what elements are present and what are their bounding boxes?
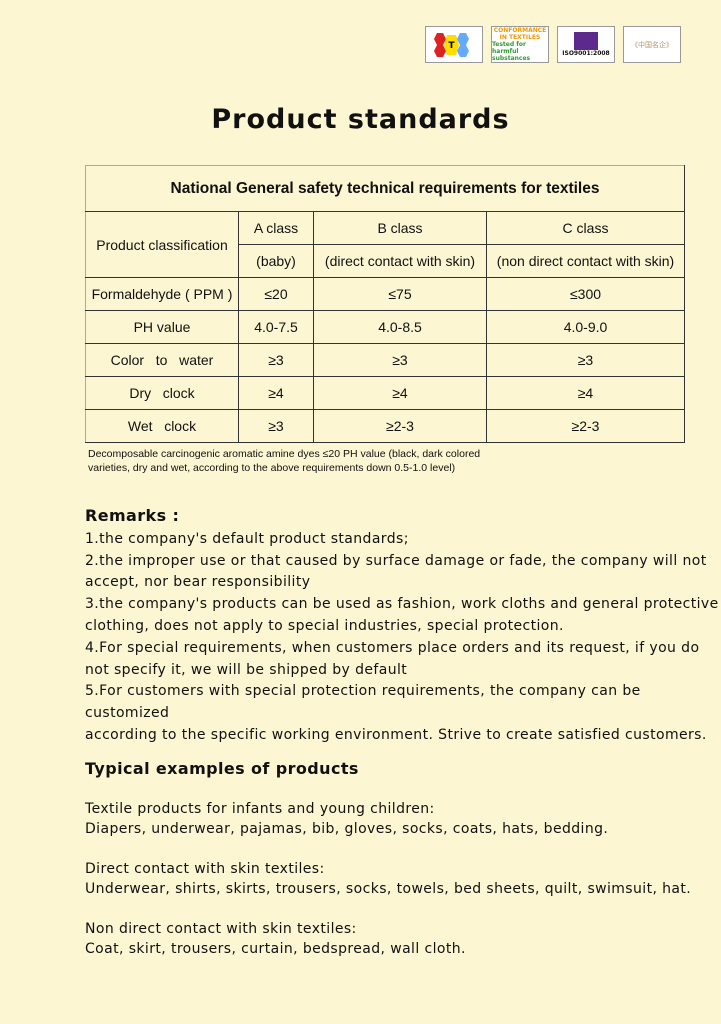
class-b: B class [313, 211, 487, 245]
group-items: Diapers, underwear, pajamas, bib, gloves… [85, 821, 609, 837]
remarks-heading: Remarks : [85, 506, 180, 525]
class-a: A class [238, 211, 314, 245]
typical-heading: Typical examples of products [85, 759, 359, 778]
remark-line: accept, nor bear responsibility [85, 574, 311, 591]
table-row: Color to water ≥3 ≥3 ≥3 [85, 343, 685, 377]
cell: ≥3 [313, 343, 487, 377]
class-b-desc: (direct contact with skin) [313, 244, 487, 278]
group-title: Direct contact with skin textiles: [85, 861, 325, 877]
example-group: Non direct contact with skin textiles: Co… [85, 919, 691, 959]
iso-logo: ISO9001:2008 [557, 26, 615, 63]
conformance-textiles-logo: CONFORMANCE IN TEXTILES Tested for harmful… [491, 26, 549, 63]
group-title: Non direct contact with skin textiles: [85, 921, 357, 937]
group-items: Coat, skirt, trousers, curtain, bedsprea… [85, 941, 466, 957]
table-caption: National General safety technical requir… [85, 165, 685, 212]
cell: ≥2-3 [313, 409, 487, 443]
table-row: Formaldehyde ( PPM ) ≤20 ≤75 ≤300 [85, 277, 685, 311]
row-label: PH value [85, 310, 239, 344]
class-a-desc: (baby) [238, 244, 314, 278]
class-c: C class [486, 211, 685, 245]
example-group: Direct contact with skin textiles: Underw… [85, 859, 691, 899]
example-group: Textile products for infants and young c… [85, 799, 691, 839]
cell: ≥4 [486, 376, 685, 410]
table-note: Decomposable carcinogenic aromatic amine… [88, 447, 480, 475]
table-row: PH value 4.0-7.5 4.0-8.5 4.0-9.0 [85, 310, 685, 344]
cell: 4.0-9.0 [486, 310, 685, 344]
cell: ≤20 [238, 277, 314, 311]
remark-line: 3.the company's products can be used as … [85, 596, 719, 613]
cell: 4.0-8.5 [313, 310, 487, 344]
standards-table: National General safety technical requir… [85, 165, 685, 443]
row-label: Formaldehyde ( PPM ) [85, 277, 239, 311]
table-row: Wet clock ≥3 ≥2-3 ≥2-3 [85, 409, 685, 443]
typical-examples-section: Typical examples of products Textile pro… [85, 759, 691, 979]
remark-line: 1.the company's default product standard… [85, 530, 409, 547]
remark-line: 2.the improper use or that caused by sur… [85, 552, 707, 569]
cell: ≤300 [486, 277, 685, 311]
class-c-desc: (non direct contact with skin) [486, 244, 685, 278]
remark-line: according to the specific working enviro… [85, 726, 707, 743]
remark-line: 4.For special requirements, when custome… [85, 639, 700, 656]
remarks-section: Remarks : 1.the company's default produc… [85, 505, 721, 747]
row-label: Color to water [85, 343, 239, 377]
certification-logos: T CONFORMANCE IN TEXTILES Tested for harmf… [425, 26, 681, 63]
remark-line: clothing, does not apply to special indu… [85, 617, 564, 634]
cell: 4.0-7.5 [238, 310, 314, 344]
cell: ≥4 [238, 376, 314, 410]
cell: ≥4 [313, 376, 487, 410]
cell: ≥3 [238, 343, 314, 377]
table-row: Dry clock ≥4 ≥4 ≥4 [85, 376, 685, 410]
row-label: Dry clock [85, 376, 239, 410]
classification-label: Product classification [85, 211, 239, 278]
group-title: Textile products for infants and young c… [85, 801, 435, 817]
cell: ≥2-3 [486, 409, 685, 443]
group-items: Underwear, shirts, skirts, trousers, soc… [85, 881, 692, 897]
note-line: varieties, dry and wet, according to the… [88, 462, 456, 474]
note-line: Decomposable carcinogenic aromatic amine… [88, 448, 481, 460]
remark-line: 5.For customers with special protection … [85, 683, 641, 722]
row-label: Wet clock [85, 409, 239, 443]
svg-text:T: T [448, 41, 455, 51]
cell: ≥3 [486, 343, 685, 377]
cell: ≤75 [313, 277, 487, 311]
china-brand-logo: 《中国名企》 [623, 26, 681, 63]
cell: ≥3 [238, 409, 314, 443]
atcc-logo: T [425, 26, 483, 63]
remark-line: not specify it, we will be shipped by de… [85, 661, 408, 678]
page-title: Product standards [211, 104, 510, 135]
